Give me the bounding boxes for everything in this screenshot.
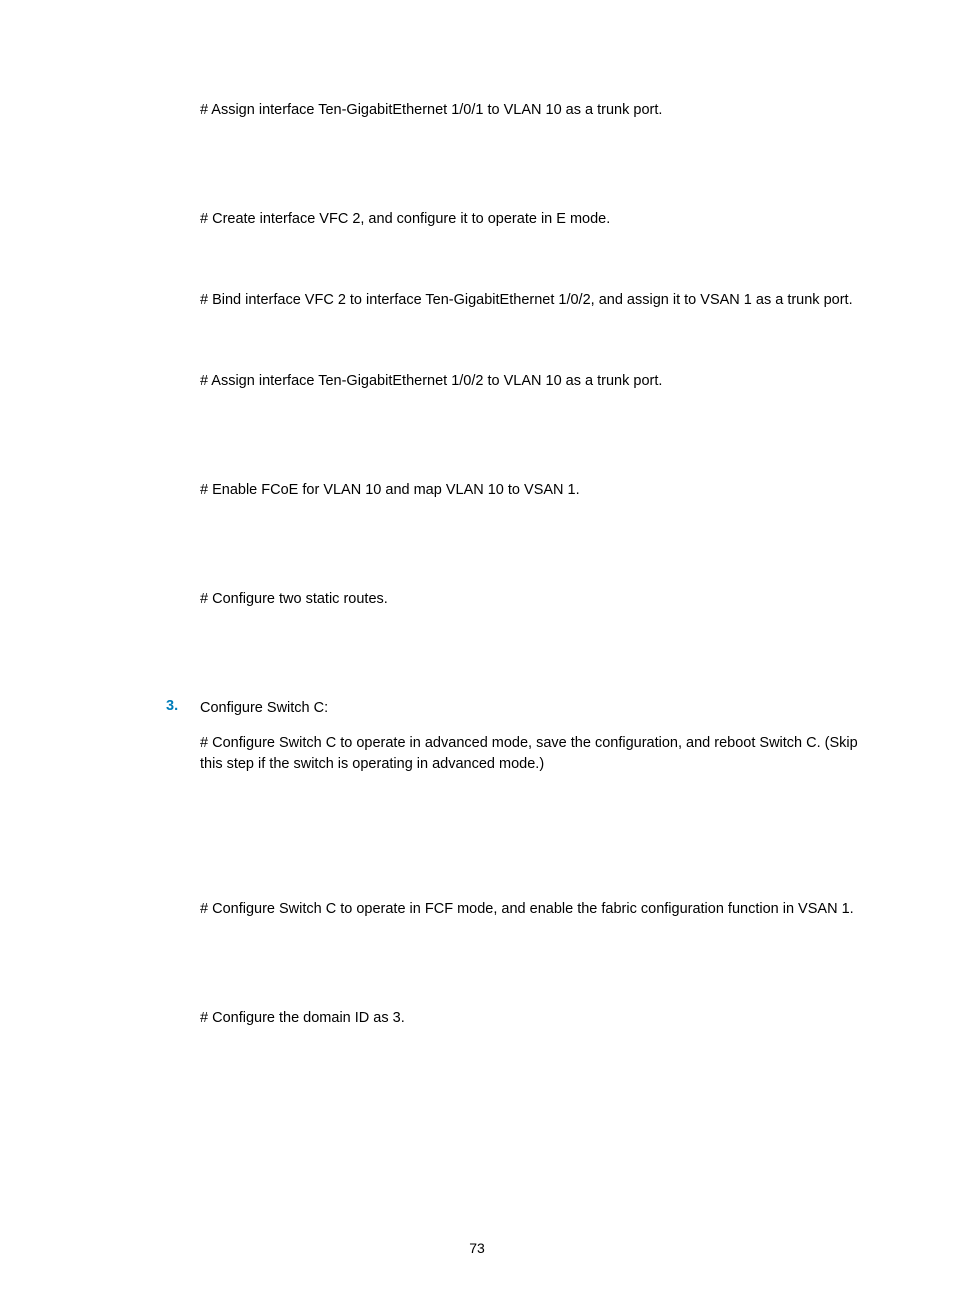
spacing <box>200 317 874 371</box>
list-number: 3. <box>166 698 178 714</box>
spacing <box>200 236 874 290</box>
paragraph: # Create interface VFC 2, and configure … <box>200 209 874 230</box>
spacing <box>200 398 874 480</box>
paragraph: # Configure the domain ID as 3. <box>200 1008 874 1029</box>
spacing <box>200 616 874 698</box>
paragraph: # Assign interface Ten-GigabitEthernet 1… <box>200 371 874 392</box>
ordered-list-item: 3. Configure Switch C: # Configure Switc… <box>200 698 874 1029</box>
spacing <box>200 781 874 863</box>
spacing <box>200 507 874 589</box>
paragraph: Configure Switch C: <box>200 698 874 719</box>
spacing <box>200 926 874 1008</box>
spacing <box>200 127 874 209</box>
paragraph: # Bind interface VFC 2 to interface Ten-… <box>200 290 874 311</box>
spacing <box>200 863 874 899</box>
spacing <box>200 725 874 733</box>
page-content: # Assign interface Ten-GigabitEthernet 1… <box>0 0 954 1029</box>
paragraph: # Configure Switch C to operate in FCF m… <box>200 899 874 920</box>
paragraph: # Assign interface Ten-GigabitEthernet 1… <box>200 100 874 121</box>
page-number: 73 <box>0 1240 954 1256</box>
paragraph: # Configure two static routes. <box>200 589 874 610</box>
paragraph: # Configure Switch C to operate in advan… <box>200 733 874 775</box>
paragraph: # Enable FCoE for VLAN 10 and map VLAN 1… <box>200 480 874 501</box>
